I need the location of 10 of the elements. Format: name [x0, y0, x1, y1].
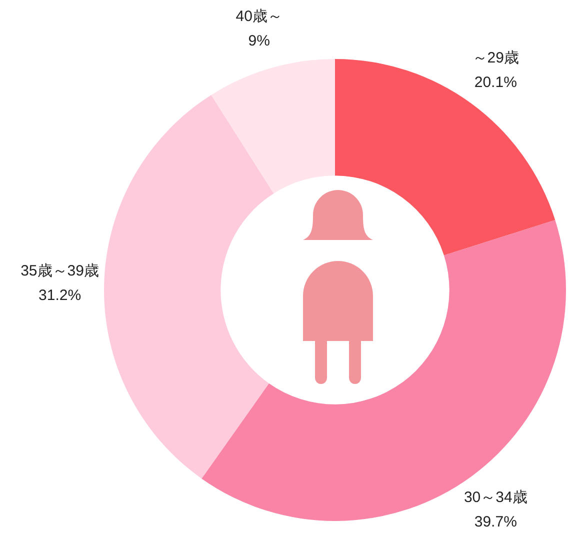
data-label: 31.2% — [38, 287, 82, 304]
data-label: 9% — [248, 32, 270, 50]
data-label: 39.7% — [474, 514, 517, 531]
slice-label: 30～34歳 — [464, 488, 528, 506]
donut-slice — [104, 94, 274, 479]
slice-label: 40歳～ — [236, 8, 282, 25]
data-label: 20.1% — [474, 74, 517, 92]
slice-label: ～29歳 — [472, 49, 519, 66]
donut-slice — [211, 59, 335, 194]
slice-label: 35歳～39歳 — [20, 262, 99, 280]
